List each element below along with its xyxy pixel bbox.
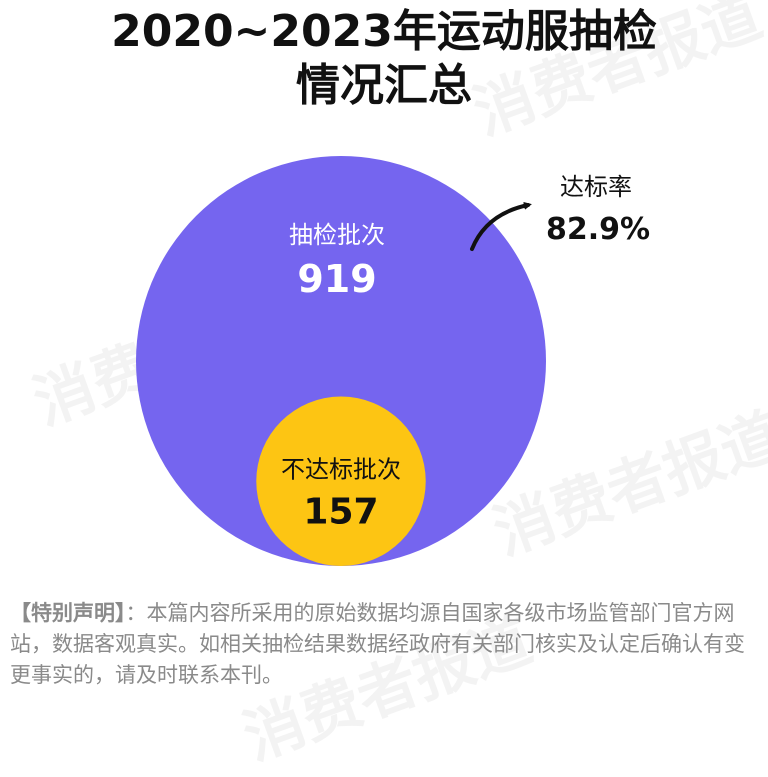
circle-failed-batches	[256, 396, 426, 566]
label-total-batches: 抽检批次	[289, 221, 385, 249]
disclaimer: 【特别声明】：本篇内容所采用的原始数据均源自国家各级市场监管部门官方网站，数据客…	[10, 598, 760, 691]
value-failed-batches: 157	[303, 491, 378, 532]
arrow-icon	[470, 201, 532, 251]
label-failed-batches: 不达标批次	[281, 455, 401, 483]
disclaimer-label: 【特别声明】	[10, 601, 126, 625]
chart-area: 抽检批次 919 不达标批次 157 达标率 82.9%	[136, 156, 650, 566]
pass-rate-value: 82.9%	[546, 212, 650, 247]
chart-title-line-1: 2020~2023年运动服抽检	[111, 6, 657, 57]
pass-rate-label: 达标率	[560, 173, 632, 201]
chart-title-line-2: 情况汇总	[296, 60, 472, 111]
value-total-batches: 919	[297, 257, 376, 301]
circle-total-batches	[136, 156, 546, 566]
disclaimer-text: ：本篇内容所采用的原始数据均源自国家各级市场监管部门官方网站，数据客观真实。如相…	[10, 601, 745, 687]
